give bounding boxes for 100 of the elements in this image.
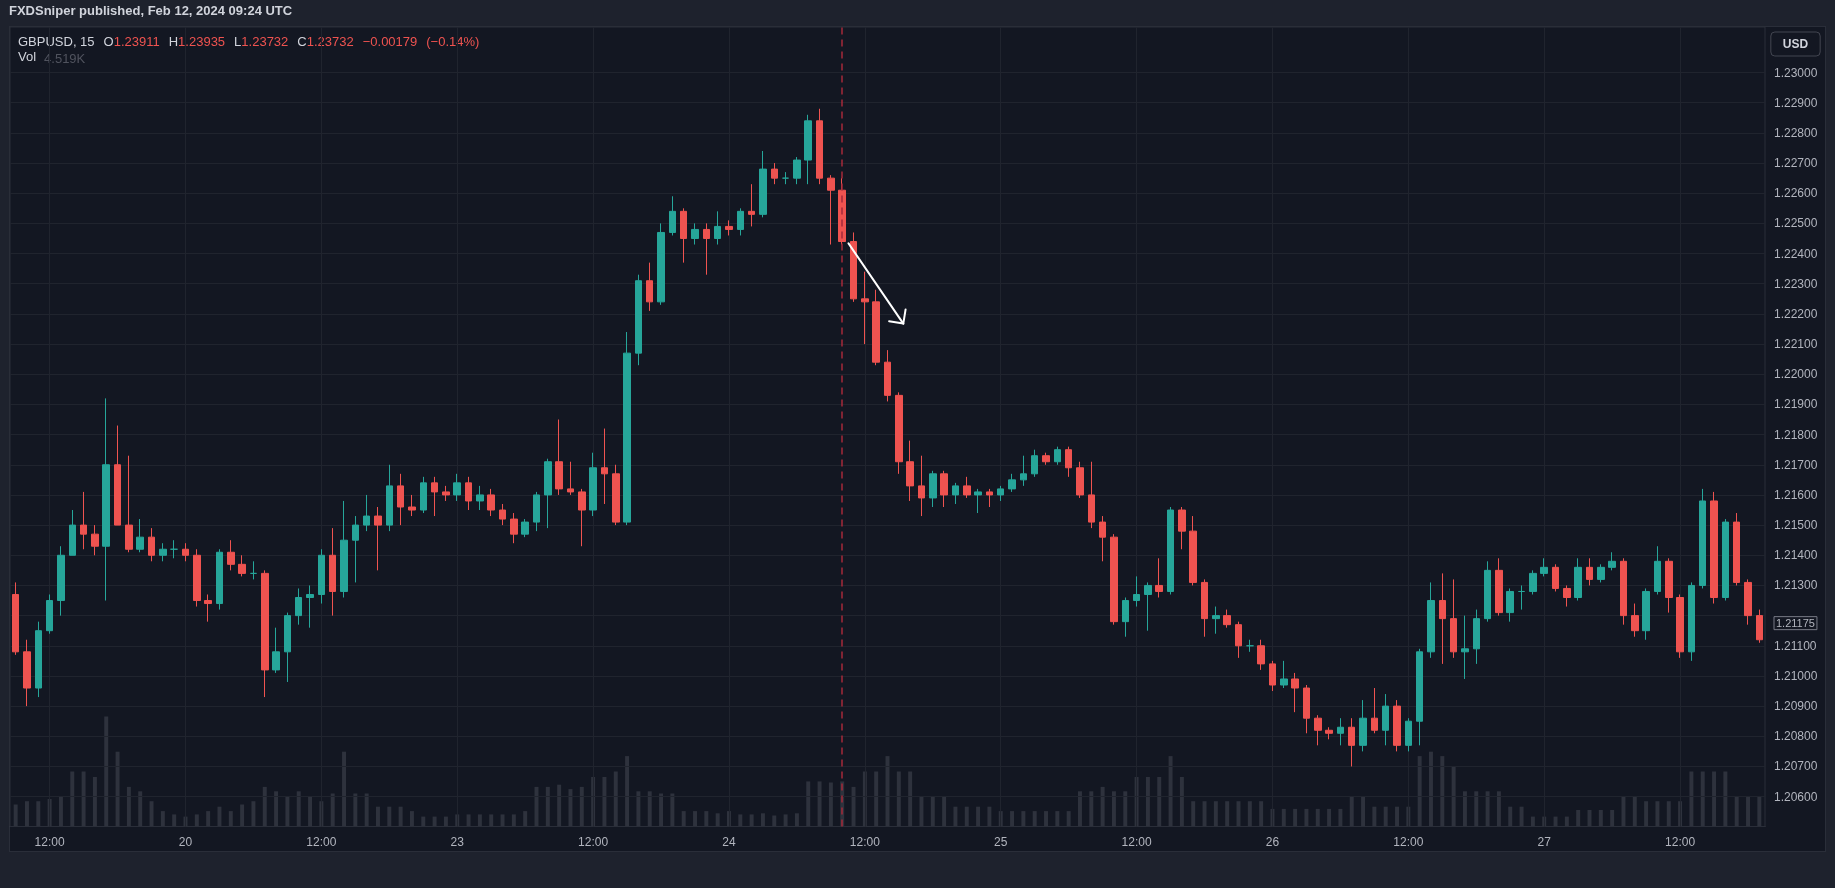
candlestick	[567, 461, 574, 496]
candlestick	[1540, 557, 1548, 577]
y-tick-label: 1.22400	[1774, 246, 1818, 261]
candlestick	[1744, 578, 1752, 626]
candlestick	[1450, 578, 1457, 659]
candlestick	[918, 455, 925, 517]
candlestick	[1155, 557, 1163, 599]
candlestick	[1110, 533, 1118, 626]
candlestick	[1699, 488, 1706, 589]
candlestick	[1314, 714, 1322, 746]
candlestick	[1212, 606, 1220, 635]
candlestick	[1088, 461, 1095, 529]
candlestick	[635, 274, 642, 366]
x-tick-label: 12:00	[578, 834, 609, 849]
y-tick-label: 1.22100	[1774, 337, 1818, 352]
x-tick-label: 12:00	[1121, 834, 1152, 849]
candlestick	[35, 621, 42, 698]
candlestick	[521, 518, 529, 538]
y-tick-label: 1.21300	[1774, 578, 1818, 593]
candlestick	[1167, 506, 1174, 595]
candlestick	[352, 515, 359, 583]
candlestick	[238, 554, 246, 577]
candlestick	[816, 108, 823, 185]
candlestick	[1189, 515, 1197, 586]
y-tick-label: 1.22900	[1774, 95, 1818, 110]
candlestick	[57, 545, 65, 617]
x-tick-label: 25	[994, 834, 1008, 849]
candlestick	[544, 458, 552, 529]
candlestick	[1348, 717, 1355, 767]
candlestick	[782, 171, 789, 185]
candlestick	[329, 527, 336, 617]
candlestick	[69, 509, 76, 556]
x-tick-label: 12:00	[306, 834, 337, 849]
candlestick	[1484, 560, 1491, 623]
candlestick	[487, 488, 495, 517]
candlestick	[408, 494, 416, 517]
candlestick	[861, 271, 869, 345]
candlestick	[1461, 615, 1469, 680]
candlestick	[420, 476, 427, 514]
x-tick-label: 12:00	[849, 834, 881, 849]
candlestick	[1405, 717, 1412, 752]
candlestick	[23, 639, 31, 707]
candlestick	[725, 219, 733, 236]
candlestick	[442, 485, 450, 502]
candlestick	[295, 587, 302, 626]
candlestick	[1473, 609, 1480, 665]
candlestick	[102, 397, 110, 602]
candlestick	[1563, 584, 1571, 608]
candlestick	[1495, 557, 1503, 617]
candlestick	[1597, 563, 1605, 583]
candlestick	[1756, 609, 1763, 644]
candlestick	[1382, 693, 1389, 746]
y-tick-label: 1.22000	[1774, 367, 1818, 382]
candlestick	[284, 612, 291, 683]
y-tick-label: 1.22800	[1774, 125, 1818, 140]
y-tick-label: 1.20900	[1774, 699, 1818, 714]
candlestick	[997, 485, 1004, 502]
candlestick	[827, 174, 835, 246]
candlestick	[216, 548, 223, 611]
candlestick	[1722, 518, 1729, 602]
candlestick	[1620, 557, 1627, 626]
y-tick-label: 1.22200	[1774, 306, 1818, 321]
candlestick	[453, 473, 461, 502]
candlestick	[1257, 639, 1265, 671]
x-tick-label: 20	[178, 834, 193, 849]
x-tick-label: 12:00	[1665, 834, 1696, 849]
candlestick	[182, 542, 189, 562]
candlestick	[669, 195, 676, 236]
candlestick	[306, 584, 314, 629]
candlestick	[1269, 660, 1276, 692]
candlestick	[1144, 581, 1152, 632]
y-tick-label: 1.22500	[1774, 216, 1818, 231]
y-tick-label: 1.21175	[1776, 617, 1815, 630]
candlestick	[1654, 545, 1661, 595]
candlestick	[431, 476, 438, 517]
candlestick	[114, 425, 121, 526]
candlestick	[703, 222, 710, 276]
x-tick-label: 12:00	[1393, 834, 1424, 849]
candlestick	[1642, 587, 1650, 641]
candlestick	[793, 156, 801, 185]
candlestick	[1201, 578, 1208, 638]
candlestick	[646, 262, 653, 312]
candlestick	[318, 548, 325, 605]
y-tick-label: 1.21500	[1774, 518, 1818, 533]
chart-title: FXDSniper published, Feb 12, 2024 09:24 UTC	[9, 3, 293, 18]
candlestick	[1133, 575, 1140, 608]
candlestick	[465, 476, 472, 511]
candlestick	[1608, 551, 1616, 571]
candlestick	[1416, 648, 1423, 746]
candlestick	[1676, 593, 1684, 659]
candlestick	[737, 207, 744, 236]
candlestick	[884, 349, 891, 402]
candlestick	[476, 485, 484, 511]
y-tick-label: 1.20800	[1774, 729, 1818, 744]
candlestick	[1246, 639, 1254, 653]
y-tick-label: 1.21900	[1774, 397, 1818, 412]
candlestick	[906, 440, 914, 502]
candlestick	[1574, 557, 1582, 602]
candlestick	[1020, 455, 1027, 487]
candlestick	[499, 503, 506, 526]
